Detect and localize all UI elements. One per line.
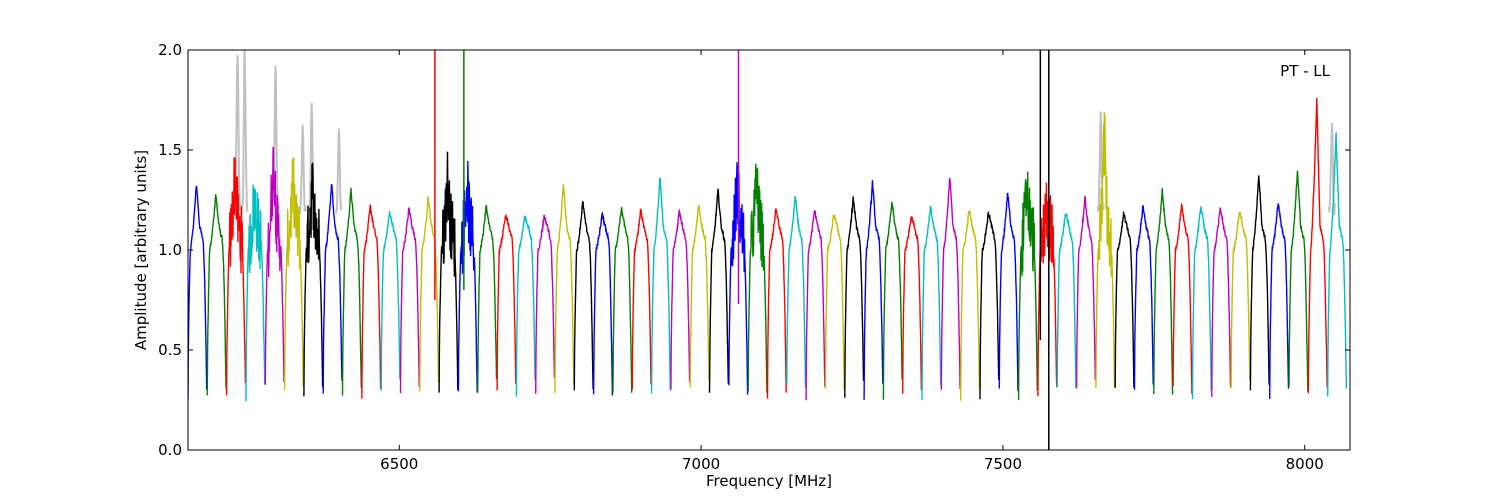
band-curve-34: [844, 196, 865, 398]
y-tick-label: 1.5: [158, 141, 182, 159]
x-axis-label: Frequency [MHz]: [706, 472, 832, 490]
x-tick-label: 6500: [380, 455, 418, 473]
band-curve-24: [650, 177, 671, 394]
band-curve-38: [921, 205, 942, 400]
x-tick-label: 8000: [1286, 455, 1324, 473]
band-curve-59: [1327, 132, 1348, 397]
band-curve-15: [477, 204, 498, 393]
band-curve-56: [1269, 203, 1290, 399]
band-curve-6: [303, 162, 324, 397]
y-tick-label: 2.0: [158, 41, 182, 59]
band-curve-7: [322, 183, 343, 394]
band-curve-22: [612, 206, 633, 393]
band-curve-55: [1249, 175, 1270, 391]
flagged-peak-2: [271, 65, 280, 209]
band-curve-45: [1056, 213, 1077, 389]
band-curve-58: [1307, 97, 1328, 394]
band-curve-8: [341, 187, 362, 396]
y-axis-label: Amplitude [arbitrary units]: [132, 150, 150, 350]
band-curve-49: [1133, 205, 1154, 390]
band-curve-11: [399, 207, 420, 394]
band-curve-42: [998, 192, 1019, 392]
band-curve-12: [419, 196, 440, 392]
band-curve-0: [188, 185, 208, 400]
band-curve-16: [496, 213, 517, 391]
band-curve-9: [361, 204, 382, 399]
band-curve-27: [708, 188, 729, 393]
band-curve-4: [264, 146, 285, 385]
band-curve-23: [631, 208, 652, 390]
flagged-peak-1: [240, 50, 249, 215]
band-curve-13: [438, 151, 459, 393]
band-curve-47: [1095, 112, 1116, 389]
band-curve-50: [1153, 188, 1174, 395]
band-curve-52: [1191, 205, 1212, 400]
band-curve-3: [245, 184, 266, 402]
band-curve-19: [554, 184, 575, 394]
band-curve-40: [960, 210, 981, 401]
band-curve-5: [283, 157, 304, 391]
band-curve-54: [1230, 211, 1251, 389]
band-curve-32: [805, 210, 826, 401]
band-curve-33: [824, 214, 845, 390]
band-curve-43: [1017, 171, 1038, 401]
band-curve-30: [766, 208, 787, 399]
band-curve-57: [1288, 170, 1309, 392]
x-tick-label: 7000: [682, 455, 720, 473]
y-tick-label: 0.0: [158, 441, 182, 459]
band-curve-10: [380, 211, 401, 391]
x-tick-label: 7500: [984, 455, 1022, 473]
band-curve-21: [592, 211, 614, 396]
band-curve-39: [940, 177, 961, 390]
band-curve-26: [689, 203, 710, 388]
y-tick-label: 0.5: [158, 341, 182, 359]
panel-annotation: PT - LL: [1280, 62, 1331, 80]
y-tick-label: 1.0: [158, 241, 182, 259]
band-curve-18: [535, 214, 556, 394]
band-curve-20: [573, 201, 594, 391]
band-curve-46: [1075, 196, 1096, 389]
flagged-peak-5: [335, 128, 343, 214]
band-curve-37: [902, 216, 923, 394]
band-curve-14: [457, 160, 478, 393]
band-curve-29: [747, 163, 768, 393]
flagged-peak-3: [298, 124, 307, 215]
band-curve-53: [1211, 207, 1232, 398]
band-curve-41: [979, 210, 1000, 400]
band-curve-36: [882, 201, 903, 400]
axes: 6500 7000 7500 8000 0.0 0.5 1.0 1.5 2.0: [158, 41, 1350, 473]
band-curve-31: [786, 196, 807, 389]
band-curve-17: [515, 215, 536, 397]
band-curve-51: [1172, 203, 1193, 395]
band-curve-48: [1114, 211, 1135, 388]
band-curve-1: [206, 194, 227, 396]
band-curve-35: [863, 180, 884, 400]
band-curve-25: [670, 208, 691, 390]
band-curve-2: [225, 157, 247, 396]
plot-area: [188, 50, 1348, 450]
